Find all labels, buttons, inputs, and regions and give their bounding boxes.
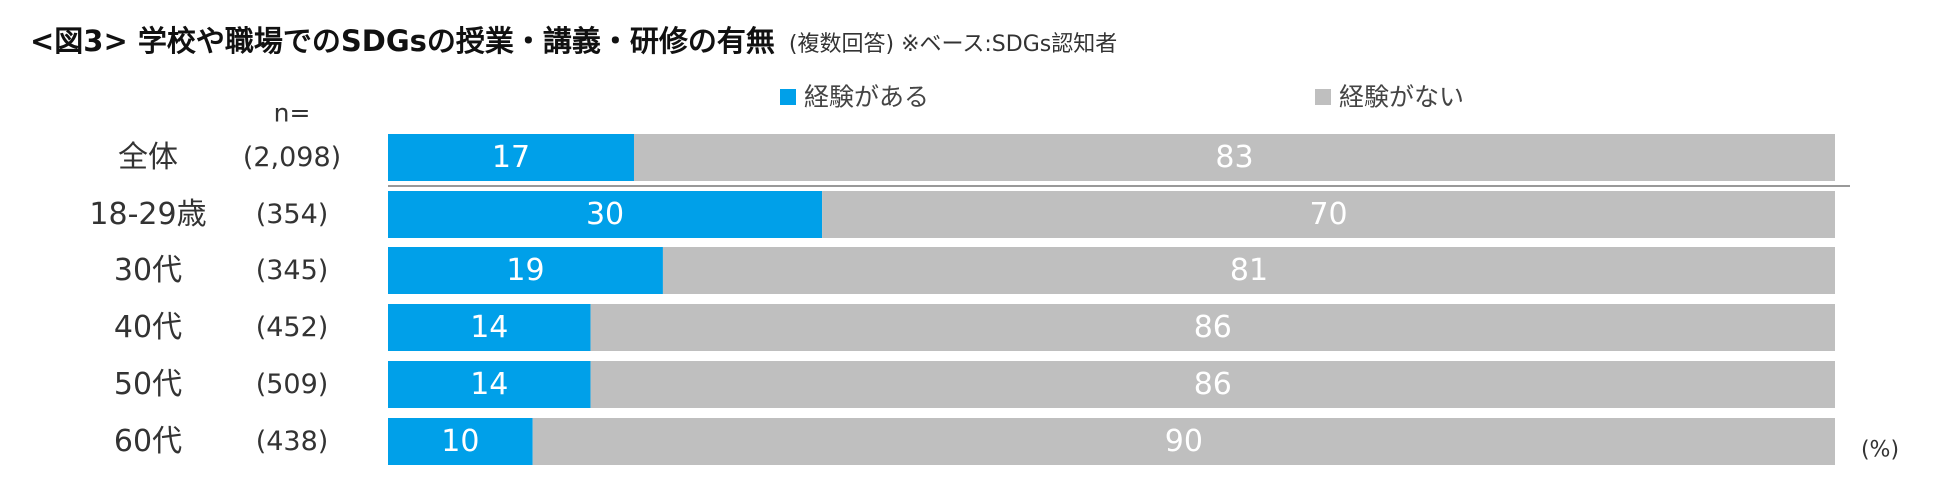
data-label: 30 <box>586 197 624 232</box>
bar-segment <box>388 361 591 408</box>
n-label: (354) <box>256 199 329 230</box>
data-label: 10 <box>441 424 479 459</box>
legend-label: 経験がない <box>1339 83 1464 112</box>
data-label: 14 <box>470 367 508 402</box>
n-label: (438) <box>256 426 329 457</box>
n-label: (2,098) <box>243 142 341 173</box>
n-label: (345) <box>256 255 329 286</box>
category-label: 60代 <box>114 424 182 459</box>
bar-segment <box>388 191 823 238</box>
data-label: 14 <box>470 310 508 345</box>
bar-segment <box>388 418 533 465</box>
bar-segment <box>633 134 1835 181</box>
unit-label: (%) <box>1861 438 1899 463</box>
bar-segment <box>590 361 1835 408</box>
bar-segment <box>388 134 634 181</box>
bar-segment <box>532 418 1836 465</box>
bar-segment <box>388 247 663 294</box>
bar-segment <box>590 304 1835 351</box>
data-label: 19 <box>506 253 544 288</box>
legend-swatch <box>780 89 796 105</box>
n-header: n= <box>274 99 311 128</box>
chart-title: <図3> 学校や職場でのSDGsの授業・講義・研修の有無 <box>30 24 775 58</box>
data-label: 17 <box>492 140 530 175</box>
legend-label: 経験がある <box>804 83 929 112</box>
bar-segment <box>388 304 591 351</box>
data-label: 86 <box>1194 310 1232 345</box>
data-label: 83 <box>1215 140 1253 175</box>
chart-subtitle: (複数回答) ※ベース:SDGs認知者 <box>788 32 1118 57</box>
bar-segment <box>662 247 1836 294</box>
legend-swatch <box>1315 89 1331 105</box>
category-label: 40代 <box>114 310 182 345</box>
bar-segment <box>822 191 1835 238</box>
chart-title-block: <図3> 学校や職場でのSDGsの授業・講義・研修の有無 (複数回答) ※ベース:… <box>30 18 1117 60</box>
data-label: 90 <box>1165 424 1203 459</box>
category-label: 全体 <box>118 140 178 175</box>
category-label: 30代 <box>114 253 182 288</box>
category-label: 18-29歳 <box>89 197 206 232</box>
n-label: (452) <box>256 312 329 343</box>
data-label: 81 <box>1230 253 1268 288</box>
n-label: (509) <box>256 369 329 400</box>
data-label: 70 <box>1309 197 1347 232</box>
data-label: 86 <box>1194 367 1232 402</box>
category-label: 50代 <box>114 367 182 402</box>
